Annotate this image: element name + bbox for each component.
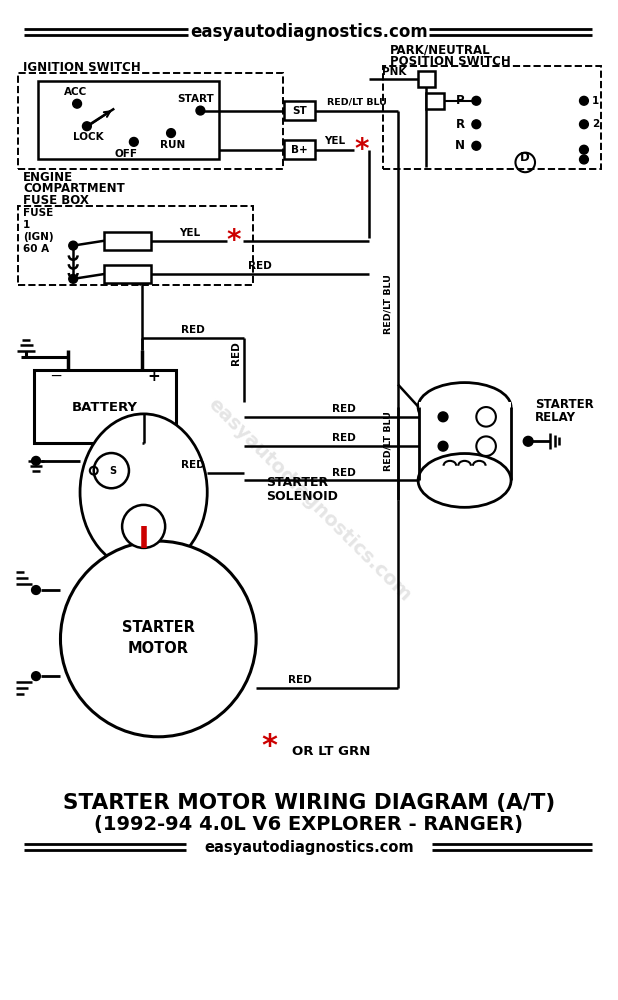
Text: RELAY: RELAY (535, 411, 576, 424)
Bar (38, 81, 219, 159)
Circle shape (61, 541, 256, 737)
Text: RED: RED (180, 460, 205, 470)
Text: IGNITION SWITCH: IGNITION SWITCH (23, 61, 141, 74)
Circle shape (472, 141, 481, 150)
Circle shape (476, 436, 496, 456)
Text: *: * (261, 732, 277, 761)
Circle shape (580, 96, 588, 105)
Text: N: N (455, 139, 465, 152)
Bar (284, 101, 315, 120)
Circle shape (472, 96, 481, 105)
Text: 1: 1 (23, 220, 30, 230)
Text: MOTOR: MOTOR (128, 641, 189, 656)
Bar (284, 140, 315, 159)
Text: easyautodiagnostics.com: easyautodiagnostics.com (204, 840, 414, 855)
Circle shape (523, 436, 533, 446)
Text: BATTERY: BATTERY (72, 401, 137, 414)
Bar (104, 265, 151, 283)
Text: B+: B+ (291, 145, 308, 155)
Bar (19, 206, 253, 285)
Text: D: D (520, 151, 530, 164)
Text: 1: 1 (592, 96, 599, 106)
Circle shape (32, 586, 40, 594)
Text: RED/LT BLU: RED/LT BLU (384, 411, 393, 471)
Text: SOLENOID: SOLENOID (266, 490, 338, 503)
Text: PARK/NEUTRAL: PARK/NEUTRAL (390, 43, 491, 56)
Text: RUN: RUN (160, 140, 185, 150)
Text: STARTER: STARTER (266, 476, 328, 489)
Text: RED: RED (332, 468, 356, 478)
Text: COMPARTMENT: COMPARTMENT (23, 182, 125, 195)
Text: OR LT GRN: OR LT GRN (292, 745, 371, 758)
Text: (1992-94 4.0L V6 EXPLORER - RANGER): (1992-94 4.0L V6 EXPLORER - RANGER) (95, 815, 523, 834)
Text: easyautodiagnostics.com: easyautodiagnostics.com (190, 23, 428, 41)
Ellipse shape (418, 383, 511, 432)
Circle shape (196, 106, 205, 115)
Text: RED/LT BLU: RED/LT BLU (327, 97, 387, 106)
Circle shape (82, 122, 91, 131)
Text: RED: RED (332, 433, 356, 443)
Text: ENGINE: ENGINE (23, 171, 74, 184)
Circle shape (32, 456, 40, 465)
Circle shape (32, 672, 40, 681)
Bar (426, 93, 444, 109)
Text: +: + (147, 369, 160, 384)
Text: S: S (109, 466, 116, 476)
Bar (34, 370, 176, 443)
Text: FUSE: FUSE (23, 208, 54, 218)
Text: RED: RED (289, 675, 312, 685)
Text: YEL: YEL (179, 228, 200, 238)
Text: *: * (226, 227, 241, 255)
Text: OFF: OFF (114, 149, 138, 159)
Text: easyautodiagnostics.com: easyautodiagnostics.com (204, 395, 414, 605)
Ellipse shape (418, 454, 511, 507)
Text: 60 A: 60 A (23, 244, 49, 254)
Ellipse shape (80, 414, 207, 570)
Circle shape (580, 155, 588, 164)
Text: LOCK: LOCK (73, 132, 104, 142)
Bar (104, 232, 151, 250)
Text: YEL: YEL (324, 136, 345, 146)
Circle shape (69, 241, 78, 250)
Bar (19, 73, 282, 169)
Text: P: P (456, 94, 465, 107)
Text: (IGN): (IGN) (23, 232, 54, 242)
Text: STARTER: STARTER (122, 620, 195, 635)
Circle shape (438, 412, 448, 422)
Circle shape (94, 453, 129, 488)
Text: ST: ST (292, 106, 307, 116)
Text: R: R (455, 118, 465, 131)
Circle shape (472, 120, 481, 129)
Text: FUSE BOX: FUSE BOX (23, 194, 89, 207)
Text: RED: RED (332, 404, 356, 414)
Text: RED: RED (231, 341, 240, 365)
Circle shape (122, 505, 165, 548)
Text: RED: RED (248, 261, 272, 271)
Text: START: START (177, 94, 214, 104)
Circle shape (580, 145, 588, 154)
Circle shape (73, 99, 82, 108)
Text: POSITION SWITCH: POSITION SWITCH (390, 55, 511, 68)
Text: ─: ─ (51, 369, 60, 384)
Text: *: * (355, 136, 369, 164)
Text: PNK: PNK (383, 67, 407, 77)
Text: ACC: ACC (64, 87, 87, 97)
Circle shape (580, 120, 588, 129)
Text: STARTER MOTOR WIRING DIAGRAM (A/T): STARTER MOTOR WIRING DIAGRAM (A/T) (63, 793, 555, 813)
Bar (418, 402, 510, 476)
Bar (418, 71, 435, 87)
Text: RED: RED (180, 325, 205, 335)
Circle shape (167, 129, 176, 137)
Circle shape (69, 274, 78, 283)
Circle shape (129, 137, 138, 146)
Bar (383, 66, 601, 169)
Text: STARTER: STARTER (535, 398, 594, 411)
Text: 2: 2 (592, 119, 599, 129)
Circle shape (438, 441, 448, 451)
Text: RED/LT BLU: RED/LT BLU (384, 274, 393, 334)
Circle shape (476, 407, 496, 427)
